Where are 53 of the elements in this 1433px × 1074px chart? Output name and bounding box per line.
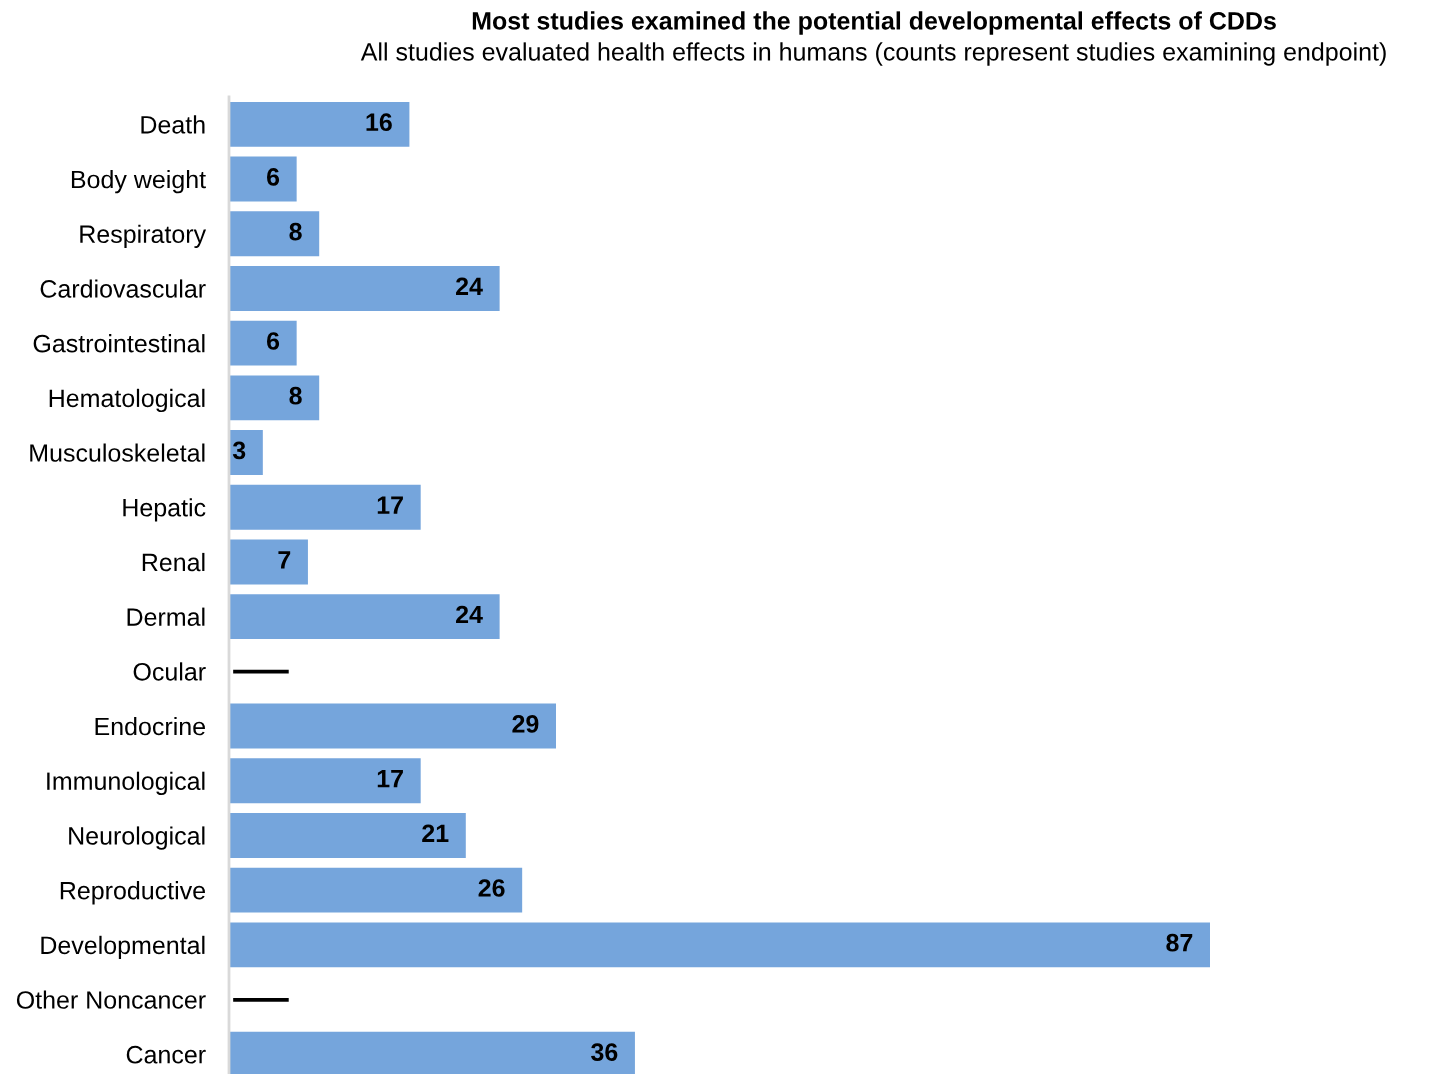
bar [229,101,410,147]
bar [229,539,308,585]
bar [229,375,320,421]
bar [229,922,1210,968]
y-tick-label: Hepatic [123,498,206,522]
bar [229,594,500,640]
y-tick-label: Cancer [126,1045,206,1064]
y-tick-label: Hematological [49,388,205,413]
data-label: 17 [377,496,403,514]
data-label: 29 [512,715,539,733]
y-tick-label: Reproductive [60,881,205,905]
y-tick-label: Developmental [41,935,205,960]
bar [229,266,500,311]
data-label: 26 [478,879,505,897]
y-tick-label: Death [141,115,205,134]
bar [229,320,297,366]
y-tick-label: Ocular [133,662,206,681]
y-tick-label: Cardiovascular [40,279,206,298]
data-label: 24 [456,605,483,624]
data-label: 6 [267,168,280,186]
bar [229,430,263,475]
data-label: 8 [289,222,302,241]
bar [229,758,421,804]
data-label: 17 [377,770,403,788]
y-tick-label: Other Noncancer [16,990,206,1009]
bar [229,703,556,749]
bar [229,813,466,858]
data-label: 16 [366,113,392,132]
data-label: 6 [267,332,280,350]
y-tick-label: Renal [142,552,205,572]
chart-title: Most studies examined the potential developmental effects of CDDs [472,11,1276,35]
data-label: 7 [278,551,291,569]
data-label: 3 [232,441,246,460]
bar [229,211,320,257]
chart-subtitle: All studies evaluated health effects in humans (counts represent studies examining endpoint) [360,42,1386,66]
y-tick-label: Respiratory [80,224,207,248]
data-label: 36 [591,1043,618,1061]
bar [229,867,523,913]
data-label: 24 [456,277,483,295]
bar [229,156,297,202]
y-tick-label: Gastrointestinal [33,334,205,353]
text: — [233,669,289,674]
y-tick-label: Neurological [69,826,205,850]
bar [229,484,421,530]
y-tick-label: Dermal [127,607,205,626]
y-tick-label: Body weight [71,169,206,194]
y-tick-label: Musculoskeletal [30,443,205,462]
data-label: 8 [289,386,302,405]
data-label: 87 [1166,933,1193,952]
y-tick-label: Immunological [47,771,205,795]
text: — [233,997,289,1002]
data-label: 21 [422,824,449,842]
y-tick-label: Endocrine [95,716,205,736]
